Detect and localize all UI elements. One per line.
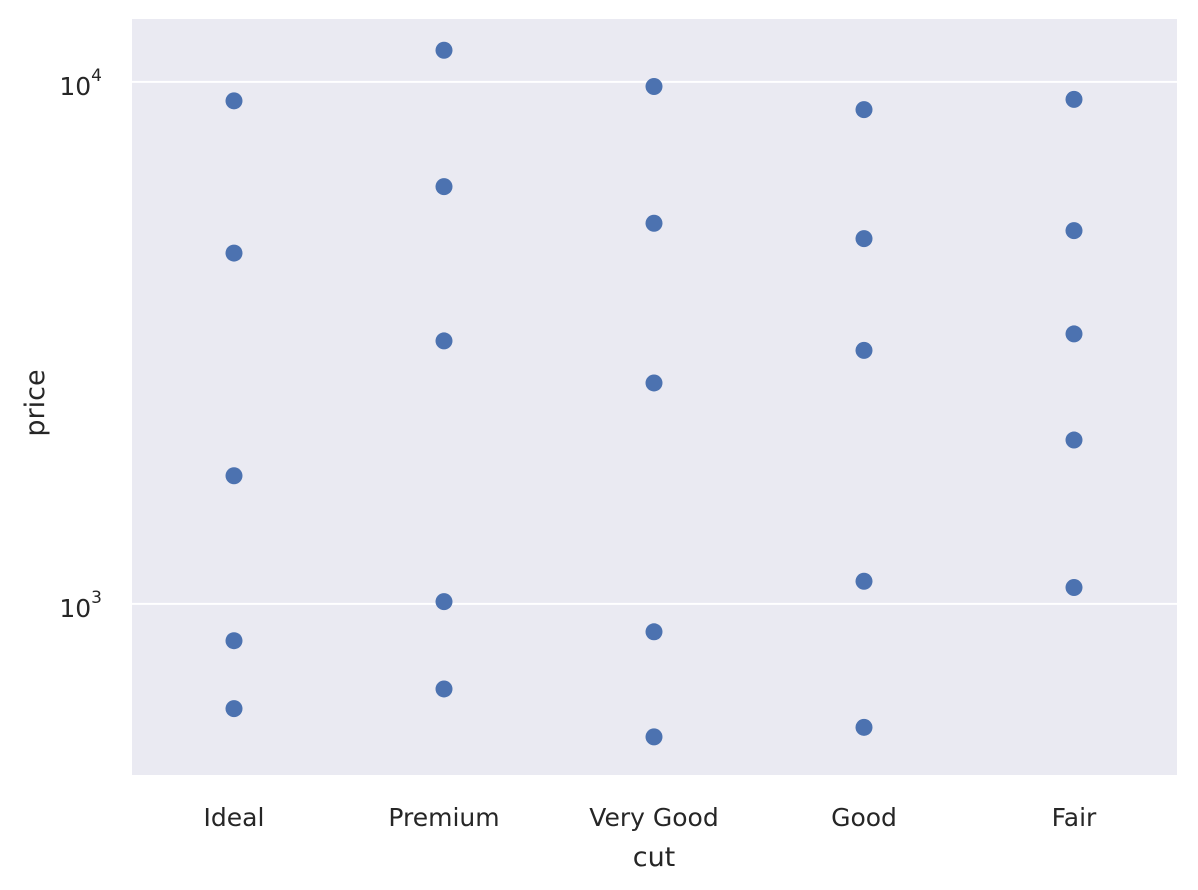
x-tick-label: Good (831, 803, 897, 832)
data-point (225, 632, 243, 650)
data-point (855, 101, 873, 119)
data-point (435, 680, 453, 698)
data-point (435, 178, 453, 196)
x-tick-label: Premium (388, 803, 499, 832)
y-tick-label: 103 (59, 588, 102, 623)
data-point (225, 700, 243, 718)
data-point (1065, 325, 1083, 343)
data-point (645, 623, 663, 641)
data-point (645, 214, 663, 232)
y-tick-labels: 103 104 (59, 66, 102, 623)
y-axis-label: price (20, 369, 51, 436)
data-point (435, 593, 453, 611)
data-point (645, 728, 663, 746)
data-point (435, 332, 453, 350)
data-point (855, 230, 873, 248)
x-tick-label: Fair (1052, 803, 1097, 832)
data-point (225, 244, 243, 262)
y-tick-label: 104 (59, 66, 102, 101)
x-axis-label: cut (633, 842, 676, 873)
data-points (225, 41, 1083, 746)
data-point (1065, 578, 1083, 596)
data-point (855, 341, 873, 359)
data-point (1065, 222, 1083, 240)
data-point (225, 467, 243, 485)
x-tick-label: Ideal (204, 803, 265, 832)
data-point (1065, 90, 1083, 108)
data-point (645, 78, 663, 96)
data-point (645, 374, 663, 392)
data-point (1065, 431, 1083, 449)
x-tick-label: Very Good (589, 803, 718, 832)
data-point (855, 718, 873, 736)
plot-background (132, 19, 1177, 775)
data-point (855, 572, 873, 590)
x-tick-labels: Ideal Premium Very Good Good Fair (204, 803, 1097, 832)
data-point (435, 41, 453, 59)
data-point (225, 92, 243, 110)
